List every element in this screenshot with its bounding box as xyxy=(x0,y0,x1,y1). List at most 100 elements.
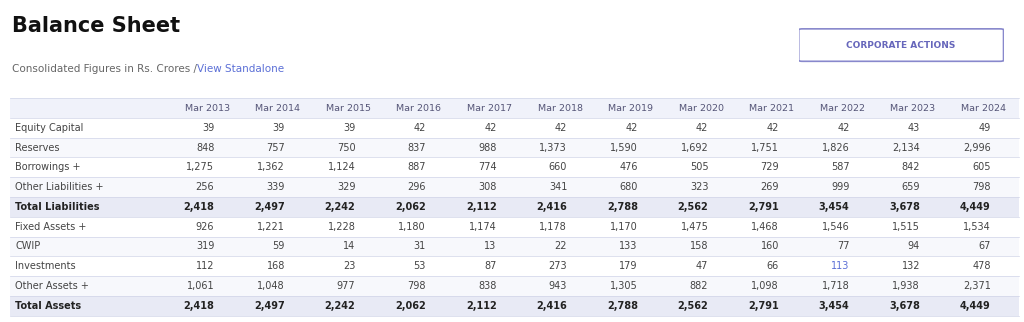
Text: 23: 23 xyxy=(343,261,355,271)
Text: 2,418: 2,418 xyxy=(183,301,214,311)
Text: Mar 2021: Mar 2021 xyxy=(750,104,795,113)
Text: 112: 112 xyxy=(196,261,214,271)
Text: 2,788: 2,788 xyxy=(607,202,638,212)
Text: 132: 132 xyxy=(901,261,921,271)
Text: 1,546: 1,546 xyxy=(821,222,850,232)
Text: 329: 329 xyxy=(337,182,355,192)
Text: 2,562: 2,562 xyxy=(678,202,709,212)
Text: 2,062: 2,062 xyxy=(395,202,426,212)
Text: 1,180: 1,180 xyxy=(398,222,426,232)
Text: Mar 2020: Mar 2020 xyxy=(679,104,724,113)
Text: Mar 2023: Mar 2023 xyxy=(891,104,936,113)
Text: 605: 605 xyxy=(972,162,990,172)
Text: CWIP: CWIP xyxy=(15,242,41,251)
Text: 168: 168 xyxy=(266,261,285,271)
Text: 1,373: 1,373 xyxy=(540,143,567,153)
Text: Balance Sheet: Balance Sheet xyxy=(12,16,180,36)
Text: 505: 505 xyxy=(690,162,709,172)
Text: 2,562: 2,562 xyxy=(678,301,709,311)
Text: 39: 39 xyxy=(343,123,355,133)
Text: Total Assets: Total Assets xyxy=(15,301,82,311)
Text: 2,371: 2,371 xyxy=(963,281,990,291)
Text: 837: 837 xyxy=(408,143,426,153)
Text: 3,678: 3,678 xyxy=(889,202,921,212)
Text: 42: 42 xyxy=(484,123,497,133)
Text: 1,475: 1,475 xyxy=(681,222,709,232)
Text: 1,098: 1,098 xyxy=(752,281,779,291)
Text: 2,791: 2,791 xyxy=(749,301,779,311)
Text: 42: 42 xyxy=(838,123,850,133)
Text: 273: 273 xyxy=(549,261,567,271)
Text: 1,534: 1,534 xyxy=(963,222,990,232)
Text: Consolidated Figures in Rs. Crores /: Consolidated Figures in Rs. Crores / xyxy=(12,64,201,74)
Text: 798: 798 xyxy=(408,281,426,291)
Text: 798: 798 xyxy=(972,182,990,192)
Text: 39: 39 xyxy=(202,123,214,133)
Text: 943: 943 xyxy=(549,281,567,291)
Text: Investments: Investments xyxy=(15,261,76,271)
Text: 1,174: 1,174 xyxy=(469,222,497,232)
Text: 2,242: 2,242 xyxy=(325,202,355,212)
Text: 42: 42 xyxy=(626,123,638,133)
Text: 1,515: 1,515 xyxy=(892,222,921,232)
Text: 3,454: 3,454 xyxy=(819,301,850,311)
Text: Other Assets +: Other Assets + xyxy=(15,281,89,291)
Text: 179: 179 xyxy=(620,261,638,271)
Text: 587: 587 xyxy=(830,162,850,172)
Text: 926: 926 xyxy=(196,222,214,232)
Text: 2,418: 2,418 xyxy=(183,202,214,212)
Text: 113: 113 xyxy=(831,261,850,271)
Text: 988: 988 xyxy=(478,143,497,153)
Text: 308: 308 xyxy=(478,182,497,192)
Text: 2,242: 2,242 xyxy=(325,301,355,311)
Text: 94: 94 xyxy=(908,242,921,251)
Text: Borrowings +: Borrowings + xyxy=(15,162,81,172)
Text: 323: 323 xyxy=(690,182,709,192)
Text: 2,996: 2,996 xyxy=(963,143,990,153)
Text: Mar 2013: Mar 2013 xyxy=(184,104,229,113)
Text: Mar 2022: Mar 2022 xyxy=(820,104,865,113)
Text: 1,938: 1,938 xyxy=(893,281,921,291)
Text: 2,791: 2,791 xyxy=(749,202,779,212)
Text: 43: 43 xyxy=(908,123,921,133)
Text: 476: 476 xyxy=(620,162,638,172)
Text: Mar 2018: Mar 2018 xyxy=(538,104,583,113)
Text: 42: 42 xyxy=(767,123,779,133)
Text: Mar 2024: Mar 2024 xyxy=(962,104,1007,113)
Text: Fixed Assets +: Fixed Assets + xyxy=(15,222,87,232)
Text: 49: 49 xyxy=(978,123,990,133)
Text: 2,497: 2,497 xyxy=(254,202,285,212)
Text: 2,497: 2,497 xyxy=(254,301,285,311)
Text: CORPORATE ACTIONS: CORPORATE ACTIONS xyxy=(847,41,955,50)
Text: 4,449: 4,449 xyxy=(959,202,990,212)
Text: 848: 848 xyxy=(196,143,214,153)
Text: 1,124: 1,124 xyxy=(328,162,355,172)
Text: 887: 887 xyxy=(408,162,426,172)
Text: View Standalone: View Standalone xyxy=(197,64,284,74)
Text: 729: 729 xyxy=(760,162,779,172)
Text: 47: 47 xyxy=(696,261,709,271)
Text: 14: 14 xyxy=(343,242,355,251)
Text: 296: 296 xyxy=(408,182,426,192)
Text: 158: 158 xyxy=(690,242,709,251)
Text: 659: 659 xyxy=(901,182,921,192)
Text: 2,788: 2,788 xyxy=(607,301,638,311)
Text: 1,305: 1,305 xyxy=(610,281,638,291)
Text: 2,416: 2,416 xyxy=(537,301,567,311)
Text: 4,449: 4,449 xyxy=(959,301,990,311)
FancyBboxPatch shape xyxy=(799,29,1004,61)
Text: 3,454: 3,454 xyxy=(819,202,850,212)
Text: 1,826: 1,826 xyxy=(821,143,850,153)
Text: 2,112: 2,112 xyxy=(466,301,497,311)
Text: Equity Capital: Equity Capital xyxy=(15,123,84,133)
Text: 660: 660 xyxy=(549,162,567,172)
Text: 1,228: 1,228 xyxy=(328,222,355,232)
Text: 1,170: 1,170 xyxy=(610,222,638,232)
Text: 1,692: 1,692 xyxy=(681,143,709,153)
Text: 478: 478 xyxy=(972,261,990,271)
Text: 977: 977 xyxy=(337,281,355,291)
Text: 269: 269 xyxy=(761,182,779,192)
Text: 1,061: 1,061 xyxy=(186,281,214,291)
Text: 1,718: 1,718 xyxy=(821,281,850,291)
Text: 1,221: 1,221 xyxy=(257,222,285,232)
